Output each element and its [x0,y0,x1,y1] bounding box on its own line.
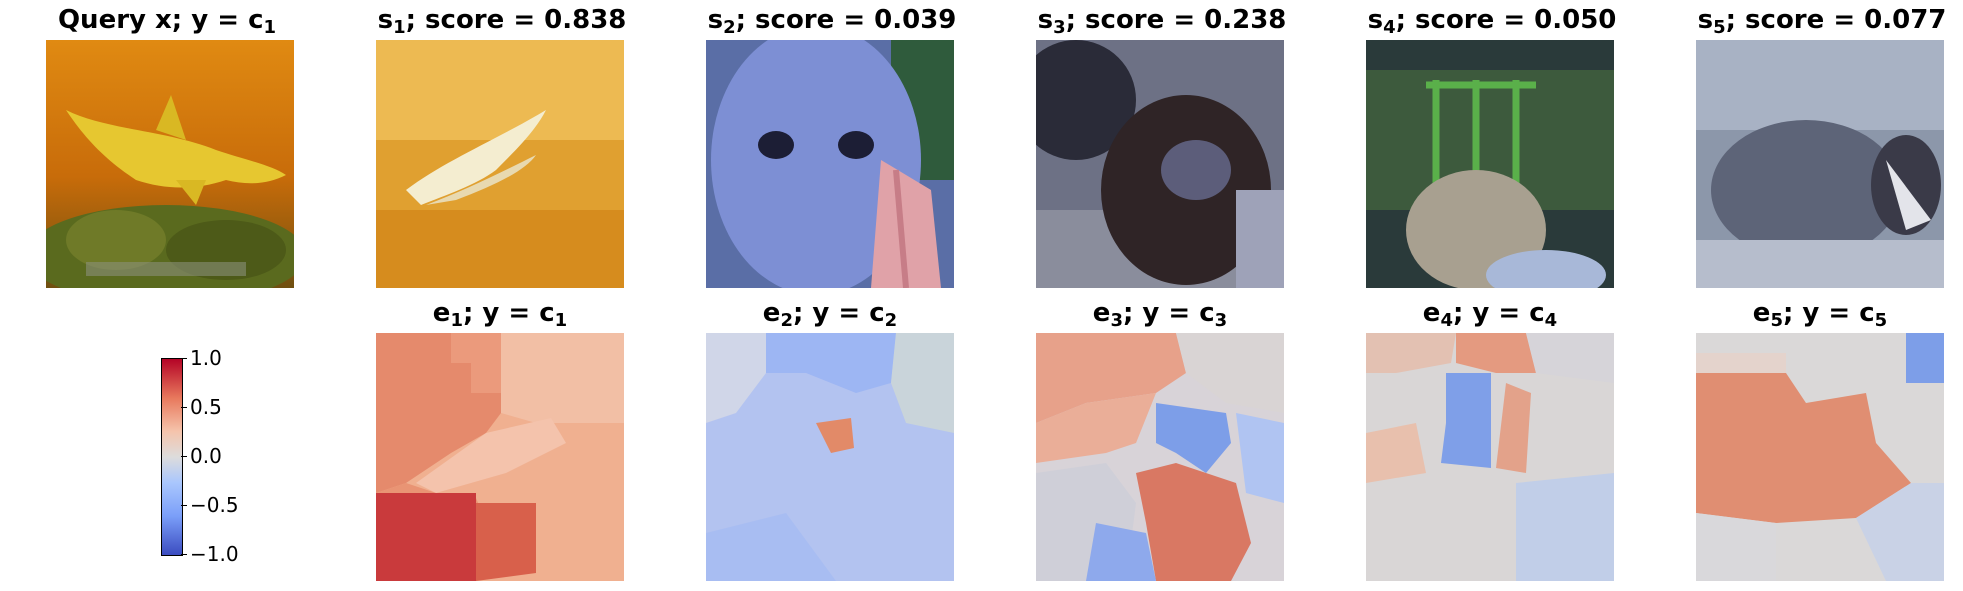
s1-image [376,40,624,288]
e3-label: e [1092,298,1111,328]
e1-sub: 1 [450,310,463,331]
colorbar [161,358,183,556]
e2-title: e2; y = c2 [706,298,954,336]
e5-sub: 5 [1770,310,1783,331]
query-title-text: Query x; y = c [57,5,264,35]
s1-title: s1; score = 0.838 [372,5,632,43]
s2-score: ; score = 0.039 [735,5,957,35]
colorbar-tick-label: 0.5 [190,395,222,419]
e2-mid: ; y = c [792,298,885,328]
s3-score: ; score = 0.238 [1065,5,1287,35]
colorbar-tick-label: 1.0 [190,346,222,370]
colorbar-tick-label: −1.0 [190,542,239,566]
s4-label: s [1367,5,1384,35]
e3-sub: 3 [1110,310,1123,331]
colorbar-tick-label: 0.0 [190,444,222,468]
e5-label: e [1752,298,1771,328]
s5-title: s5; score = 0.077 [1692,5,1952,43]
s5-score: ; score = 0.077 [1725,5,1947,35]
s4-title: s4; score = 0.050 [1362,5,1622,43]
s2-image [706,40,954,288]
e4-sub: 4 [1440,310,1453,331]
s1-label: s [377,5,394,35]
e2-csub: 2 [884,310,898,331]
s3-image [1036,40,1284,288]
e3-csub: 3 [1214,310,1228,331]
s2-sub: 2 [723,17,736,38]
colorbar-tick [181,554,187,555]
e1-csub: 1 [554,310,568,331]
e3-title: e3; y = c3 [1036,298,1284,336]
e1-heatmap [376,333,624,581]
e1-title: e1; y = c1 [376,298,624,336]
e4-mid: ; y = c [1452,298,1545,328]
e2-label: e [762,298,781,328]
e3-heatmap [1036,333,1284,581]
s4-score: ; score = 0.050 [1395,5,1617,35]
query-title: Query x; y = c1 [43,5,291,43]
e2-sub: 2 [780,310,793,331]
e4-title: e4; y = c4 [1366,298,1614,336]
colorbar-tick [181,456,187,457]
s5-sub: 5 [1713,17,1726,38]
query-image [46,40,294,288]
s4-sub: 4 [1383,17,1396,38]
s5-label: s [1697,5,1714,35]
colorbar-tick [181,505,187,506]
e5-heatmap [1696,333,1944,581]
s3-label: s [1037,5,1054,35]
e5-title: e5; y = c5 [1696,298,1944,336]
s2-title: s2; score = 0.039 [702,5,962,43]
e3-mid: ; y = c [1122,298,1215,328]
colorbar-tick [181,358,187,359]
e2-heatmap [706,333,954,581]
s3-title: s3; score = 0.238 [1032,5,1292,43]
s4-image [1366,40,1614,288]
colorbar-tick-label: −0.5 [190,493,239,517]
e4-label: e [1422,298,1441,328]
query-title-sub: 1 [263,17,277,38]
colorbar-tick [181,407,187,408]
s2-label: s [707,5,724,35]
s5-image [1696,40,1944,288]
s1-sub: 1 [393,17,406,38]
e4-csub: 4 [1544,310,1558,331]
s3-sub: 3 [1053,17,1066,38]
e1-mid: ; y = c [462,298,555,328]
e1-label: e [432,298,451,328]
e5-mid: ; y = c [1782,298,1875,328]
e5-csub: 5 [1874,310,1888,331]
e4-heatmap [1366,333,1614,581]
s1-score: ; score = 0.838 [405,5,627,35]
